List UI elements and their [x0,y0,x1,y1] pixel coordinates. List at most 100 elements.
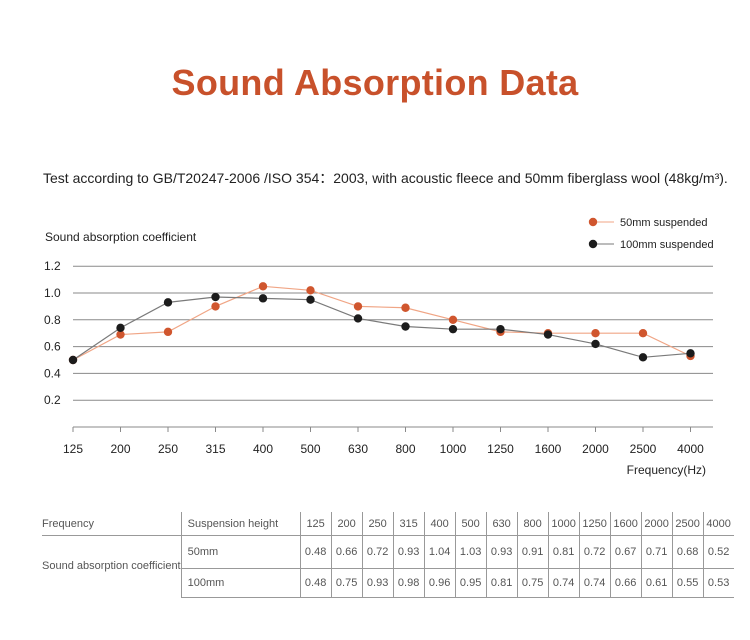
x-tick-label: 800 [395,442,415,456]
table-cell: 0.48 [299,535,332,569]
legend-marker [588,217,598,227]
table-cell: 0.72 [361,535,394,569]
table-cell: 1.04 [423,535,456,569]
table-cell: 0.98 [392,568,425,598]
x-tick-label: 315 [205,442,225,456]
data-point-100mm [68,355,78,365]
absorption-line-chart: Sound absorption coefficient 0.2 0.4 0.6 0.8… [44,217,714,477]
data-point-100mm [116,323,125,333]
table-header-suspension: Suspension height [180,512,301,536]
table-cell: 1.03 [454,535,487,569]
data-point-50mm [448,315,458,324]
data-point-50mm [353,302,363,311]
data-point-100mm [306,295,315,304]
x-tick-label: 630 [348,442,368,456]
table-header-freq: 1000 [547,512,580,536]
table-cell: 0.74 [578,568,611,598]
test-description: Test according to GB/T20247-2006 /ISO 35… [43,170,728,186]
data-point-50mm [116,330,125,339]
y-axis-title: Sound absorption coefficient [45,230,197,244]
data-point-100mm [163,298,173,307]
table-cell: 0.66 [609,568,642,598]
table-row-name-100mm: 100mm [180,568,301,598]
table-header-freq: 1250 [578,512,611,536]
table-cell: 0.75 [330,568,363,598]
table-cell: 0.75 [516,568,549,598]
data-point-50mm [401,303,410,312]
data-point-100mm [496,324,505,334]
data-point-100mm [353,314,363,323]
x-tick-label: 125 [63,442,83,456]
table-cell: 0.96 [423,568,456,598]
table-cell: 0.95 [454,568,487,598]
y-tick-label: 0.4 [44,366,61,380]
x-tick-label: 1250 [487,442,514,456]
table-header-frequency: Frequency [42,512,182,536]
y-tick-label: 0.2 [44,393,61,407]
data-point-100mm [258,294,268,303]
table-cell: 0.66 [330,535,363,569]
table-cell: 0.61 [640,568,673,598]
table-cell: 0.48 [299,568,332,598]
data-point-100mm [543,330,553,339]
table-cell: 0.91 [516,535,549,569]
table-row-name-50mm: 50mm [180,535,301,569]
x-tick-label: 500 [300,442,320,456]
y-tick-label: 1.2 [44,259,61,273]
table-cell: 0.81 [547,535,580,569]
table-header-freq: 630 [485,512,518,536]
y-tick-label: 1.0 [44,286,61,300]
table-cell: 0.67 [609,535,642,569]
data-point-50mm [591,329,600,338]
data-point-50mm [258,282,268,291]
series-line-50mm [72,285,691,361]
x-tick-label: 2000 [582,442,609,456]
table-cell: 0.93 [361,568,394,598]
x-tick-label: 1600 [535,442,562,456]
table-cell: 0.53 [702,568,734,598]
table-cell: 0.68 [671,535,704,569]
table-header-freq: 1600 [609,512,642,536]
table-header-freq: 2500 [671,512,704,536]
y-tick-label: 0.8 [44,313,61,327]
data-point-100mm [591,339,600,349]
table-cell: 0.71 [640,535,673,569]
series-line-100mm [72,296,691,361]
table-header-freq: 400 [423,512,456,536]
data-point-100mm [448,324,458,334]
table-header-freq: 800 [516,512,549,536]
table-cell: 0.74 [547,568,580,598]
x-tick-label: 200 [110,442,130,456]
legend-marker [588,239,598,249]
x-axis-title: Frequency(Hz) [627,463,706,477]
legend-label: 50mm suspended [620,217,707,229]
table-header-freq: 315 [392,512,425,536]
x-tick-label: 2500 [630,442,657,456]
x-tick-label: 4000 [677,442,704,456]
data-point-100mm [638,353,648,362]
table-cell: 0.93 [485,535,518,569]
x-tick-label: 400 [253,442,273,456]
data-point-50mm [163,327,173,337]
table-cell: 0.93 [392,535,425,569]
table-header-freq: 2000 [640,512,673,536]
x-tick-label: 250 [158,442,178,456]
table-header-freq: 500 [454,512,487,536]
data-point-100mm [401,322,410,331]
table-header-freq: 250 [361,512,394,536]
table-cell: 0.81 [485,568,518,598]
absorption-data-table: Frequency Suspension height 125 200 250 … [42,512,734,598]
table-header-freq: 125 [299,512,332,536]
data-point-100mm [686,349,695,358]
data-point-50mm [306,286,315,295]
legend-label: 100mm suspended [620,239,714,251]
table-cell: 0.52 [702,535,734,569]
table-header-freq: 200 [330,512,363,536]
table-cell: 0.55 [671,568,704,598]
x-tick-label: 1000 [440,442,467,456]
table-header-freq: 4000 [702,512,734,536]
data-point-50mm [638,329,648,338]
table-row-label: Sound absorption coefficient [42,560,181,573]
table-cell: 0.72 [578,535,611,569]
page-title: Sound Absorption Data [171,62,579,103]
